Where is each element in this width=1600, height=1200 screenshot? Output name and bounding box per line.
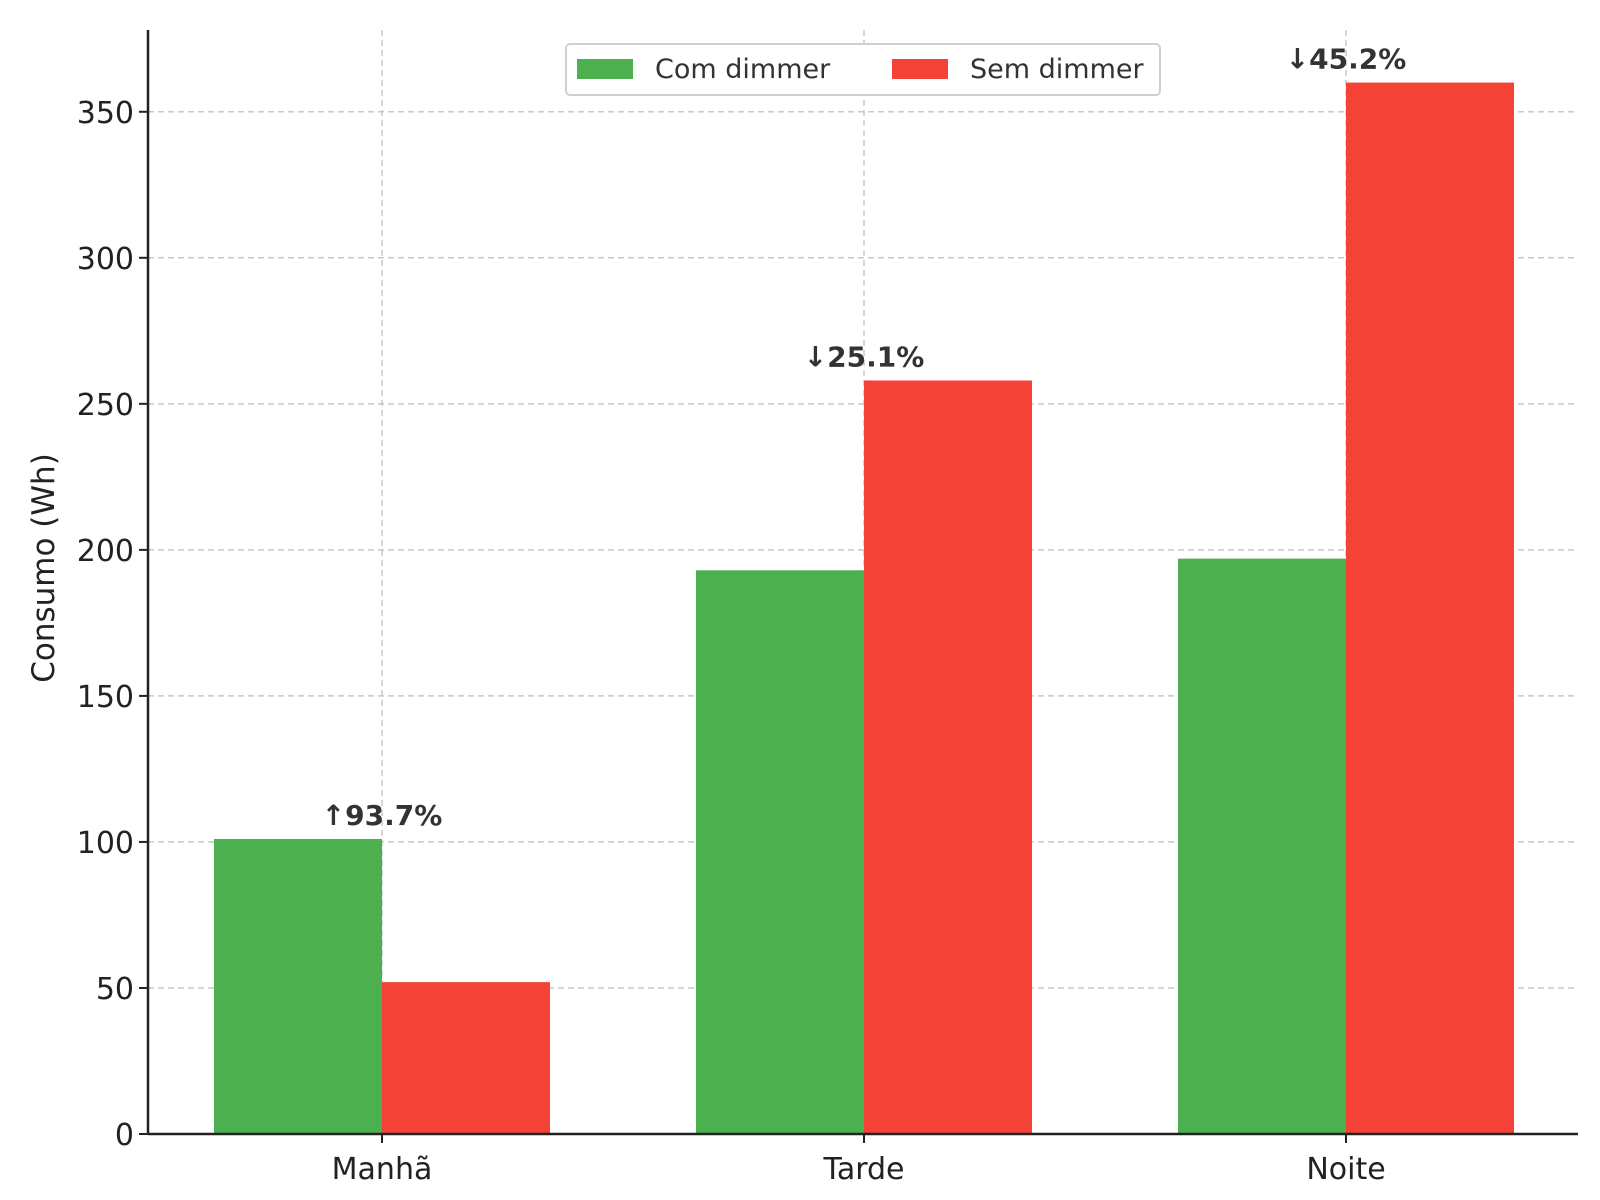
percent-annotation: ↓25.1% [804,340,925,373]
percent-annotation: ↓45.2% [1286,43,1407,76]
bar-com-dimmer [696,570,864,1134]
ticks: 0 50 100 150 200 250 300 350 Manhã Tarde Noite [77,96,1386,1187]
legend: Com dimmer Sem dimmer [565,43,1161,96]
y-tick-label: 350 [77,96,134,131]
bar-com-dimmer [1178,558,1346,1134]
y-tick-label: 150 [77,680,134,715]
bars [214,82,1514,1135]
y-tick-label: 50 [96,972,134,1007]
x-tick-label: Manhã [332,1152,433,1187]
bar-sem-dimmer [864,380,1032,1134]
y-tick-label: 300 [77,242,134,277]
bar-com-dimmer [214,839,382,1134]
legend-swatch [892,59,948,79]
y-tick-label: 100 [77,826,134,861]
y-axis-title: Consumo (Wh) [26,453,62,683]
y-tick-label: 200 [77,534,134,569]
percent-annotation: ↑93.7% [322,799,443,832]
legend-label: Sem dimmer [970,54,1144,85]
annotations: ↑93.7% ↓25.1% ↓45.2% [322,43,1407,832]
legend-swatch [577,59,633,79]
x-tick-label: Tarde [822,1152,904,1187]
bar-sem-dimmer [1346,82,1514,1135]
legend-box [565,43,1161,96]
x-tick-label: Noite [1306,1152,1385,1187]
bar-sem-dimmer [382,982,550,1134]
y-tick-label: 250 [77,388,134,423]
legend-label: Com dimmer [655,54,831,85]
y-tick-label: 0 [115,1118,134,1153]
